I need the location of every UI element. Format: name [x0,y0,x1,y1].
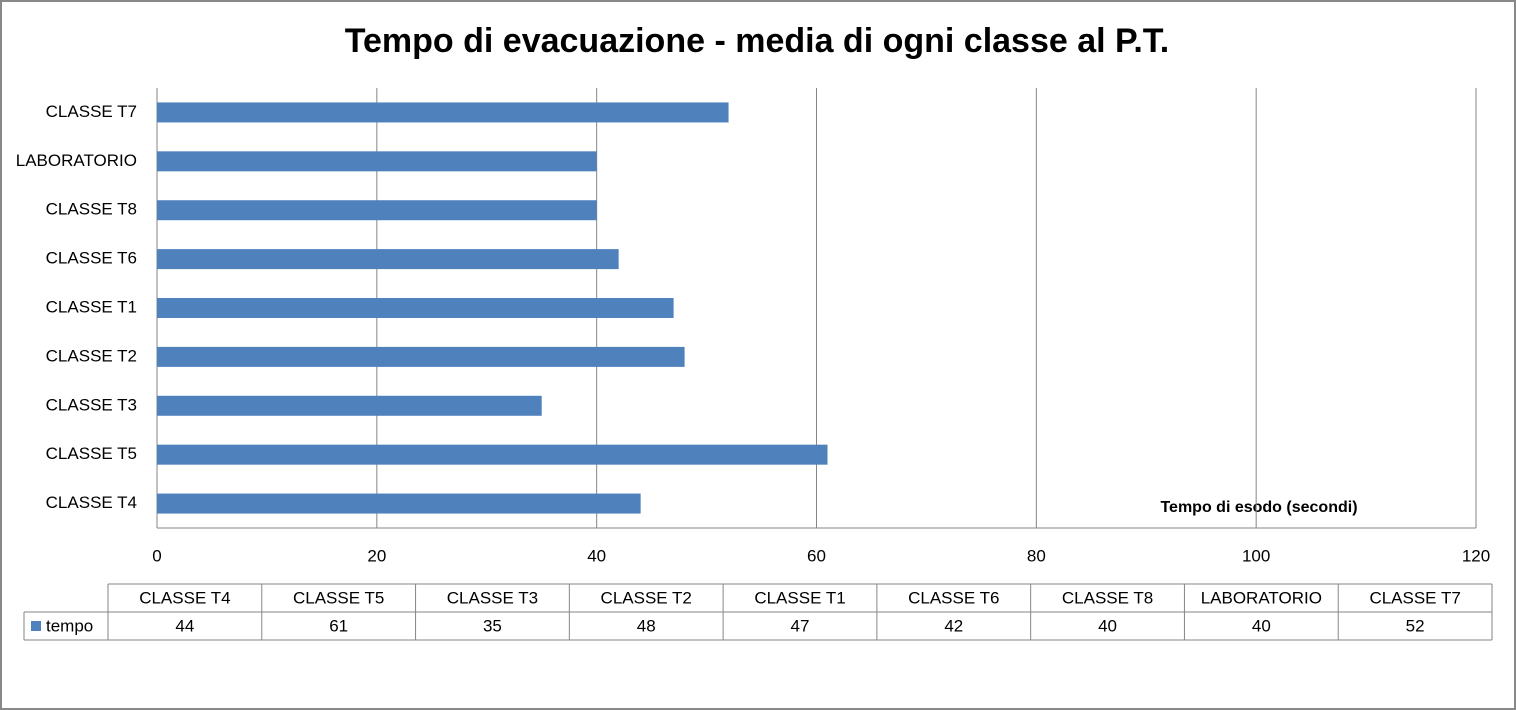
table-header: CLASSE T6 [908,588,999,607]
table-header: CLASSE T5 [293,588,384,607]
x-tick-label: 80 [1027,546,1046,565]
y-tick-label: CLASSE T7 [46,102,137,121]
table-value: 40 [1252,616,1271,635]
bar [157,102,729,123]
table-value: 42 [944,616,963,635]
x-tick-label: 120 [1462,546,1490,565]
y-tick-label: CLASSE T1 [46,297,137,316]
legend-key [31,621,41,631]
bar [157,395,542,416]
table-header: CLASSE T4 [139,588,230,607]
table-header: CLASSE T7 [1369,588,1460,607]
table-value: 35 [483,616,502,635]
table-value: 61 [329,616,348,635]
chart-title: Tempo di evacuazione - media di ogni cla… [345,22,1169,60]
x-axis-title: Tempo di esodo (secondi) [1160,499,1357,516]
bar [157,249,619,270]
table-header: CLASSE T3 [447,588,538,607]
table-value: 47 [791,616,810,635]
y-tick-label: CLASSE T2 [46,346,137,365]
x-tick-label: 100 [1242,546,1270,565]
y-tick-label: CLASSE T3 [46,395,137,414]
table-header: LABORATORIO [1201,588,1322,607]
table-header: CLASSE T8 [1062,588,1153,607]
y-tick-label: CLASSE T6 [46,249,137,268]
table-value: 44 [175,616,194,635]
table-value: 40 [1098,616,1117,635]
bar [157,444,828,465]
y-tick-label: LABORATORIO [16,151,137,170]
x-tick-label: 0 [152,546,161,565]
y-tick-label: CLASSE T8 [46,200,137,219]
x-tick-label: 40 [587,546,606,565]
y-tick-label: CLASSE T4 [46,493,137,512]
table-value: 52 [1406,616,1425,635]
table-value: 48 [637,616,656,635]
x-tick-label: 20 [367,546,386,565]
bar [157,346,685,367]
bar [157,200,597,221]
table-header: CLASSE T1 [754,588,845,607]
table-header: CLASSE T2 [601,588,692,607]
x-tick-label: 60 [807,546,826,565]
bar [157,493,641,514]
bar [157,151,597,172]
bar [157,298,674,318]
y-tick-label: CLASSE T5 [46,444,137,463]
legend-label: tempo [46,616,93,635]
